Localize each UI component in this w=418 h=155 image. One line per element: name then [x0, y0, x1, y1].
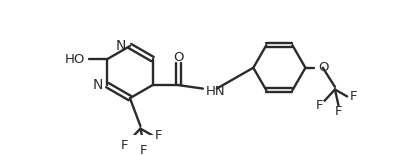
Text: F: F: [349, 90, 357, 103]
Text: F: F: [316, 100, 323, 113]
Text: O: O: [319, 61, 329, 74]
Text: HO: HO: [64, 53, 85, 66]
Text: F: F: [155, 129, 162, 142]
Text: N: N: [93, 78, 103, 92]
Text: F: F: [121, 139, 128, 152]
Text: N: N: [115, 39, 126, 53]
Text: F: F: [335, 105, 342, 118]
Text: O: O: [173, 51, 184, 64]
Text: F: F: [140, 144, 148, 155]
Text: HN: HN: [206, 85, 225, 98]
